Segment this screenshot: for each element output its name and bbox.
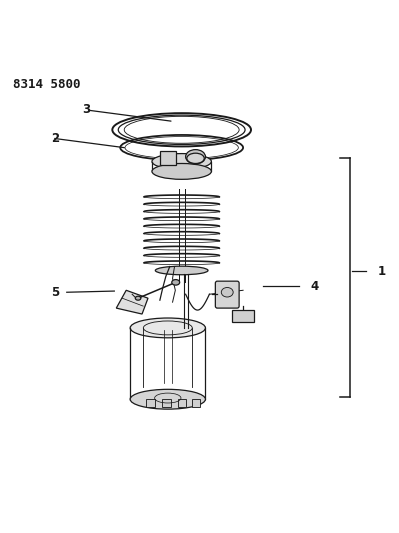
- Ellipse shape: [155, 266, 208, 274]
- Bar: [146, 399, 155, 407]
- Ellipse shape: [130, 318, 205, 338]
- Bar: [160, 151, 176, 165]
- Ellipse shape: [135, 296, 141, 300]
- Text: 3: 3: [83, 103, 91, 117]
- Text: 2: 2: [51, 132, 59, 145]
- Ellipse shape: [221, 287, 233, 297]
- Text: 5: 5: [51, 286, 59, 299]
- Text: 4: 4: [310, 280, 318, 293]
- Ellipse shape: [152, 164, 211, 179]
- Ellipse shape: [152, 154, 211, 169]
- Bar: [192, 399, 200, 407]
- Text: 1: 1: [378, 265, 386, 278]
- Bar: [232, 310, 254, 322]
- Bar: [162, 399, 171, 407]
- Ellipse shape: [187, 153, 204, 164]
- Ellipse shape: [172, 280, 180, 285]
- Text: 8314 5800: 8314 5800: [13, 78, 81, 91]
- Ellipse shape: [130, 389, 205, 409]
- Polygon shape: [116, 290, 148, 314]
- Ellipse shape: [186, 150, 205, 164]
- FancyBboxPatch shape: [215, 281, 239, 308]
- Bar: [178, 399, 186, 407]
